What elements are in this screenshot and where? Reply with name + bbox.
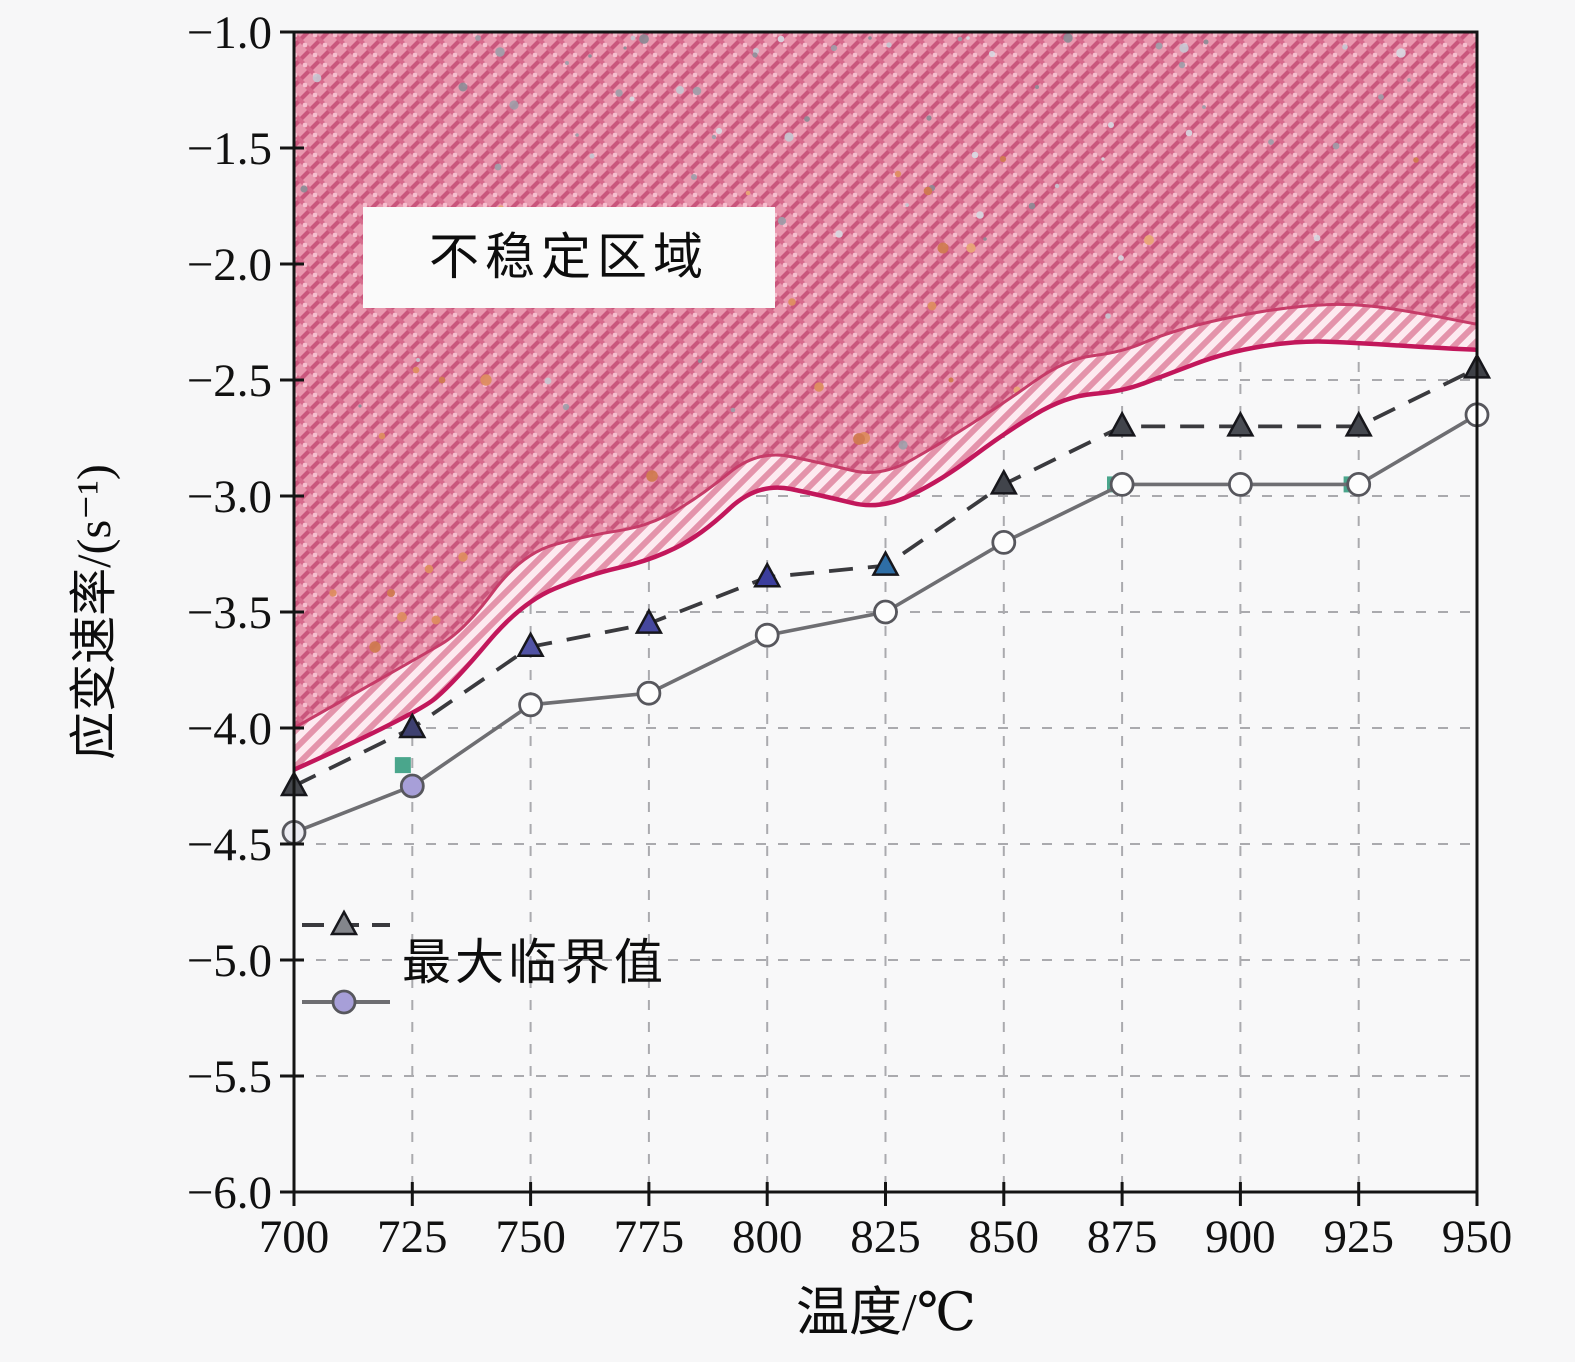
unstable-region [294, 32, 1477, 728]
circle-marker [518, 692, 543, 718]
legend [302, 909, 390, 1015]
y-tick-label: −4.5 [187, 819, 272, 871]
triangle-marker [398, 712, 427, 739]
triangle-marker [1344, 410, 1373, 437]
circle-marker [991, 530, 1017, 555]
triangle-marker [753, 561, 782, 588]
circle-marker [873, 599, 898, 625]
x-tick-label: 950 [1442, 1211, 1513, 1263]
y-tick-label: −3.5 [187, 587, 272, 639]
y-tick-label: −6.0 [187, 1167, 272, 1219]
x-tick-label: 925 [1323, 1211, 1394, 1263]
x-tick-label: 900 [1205, 1211, 1276, 1263]
triangle-marker [1226, 410, 1255, 437]
x-tick-label: 825 [850, 1211, 921, 1263]
band-bottom-edge [293, 339, 1478, 772]
circle-marker [1228, 471, 1253, 497]
circle-marker [1346, 471, 1372, 497]
x-tick-label: 800 [732, 1211, 803, 1263]
triangle-marker [1107, 410, 1137, 437]
legend-triangle-marker [329, 909, 359, 936]
triangle-marker [516, 631, 545, 658]
axis-ticks [280, 30, 1479, 1206]
y-tick-label: −3.0 [187, 471, 272, 523]
triangle-marker [634, 607, 664, 634]
circle-marker [1109, 471, 1135, 497]
y-tick-label: −5.0 [187, 935, 272, 987]
y-tick-label: −1.5 [187, 123, 272, 175]
teal-square-marker [394, 757, 411, 774]
legend-circle-marker [331, 989, 357, 1015]
y-tick-label: −1.0 [187, 7, 272, 59]
triangle-marker [871, 549, 900, 576]
x-tick-label: 750 [495, 1211, 566, 1263]
circle-marker [636, 680, 662, 706]
circle-marker [399, 773, 425, 799]
x-tick-label: 775 [614, 1211, 685, 1263]
x-tick-label: 875 [1087, 1211, 1158, 1263]
x-axis-title: 温度/℃ [795, 1284, 976, 1342]
y-tick-label: −5.5 [187, 1051, 272, 1103]
unstable-region-label: 不稳定区域 [429, 229, 709, 285]
circle-marker [754, 622, 780, 648]
x-tick-label: 725 [377, 1211, 448, 1263]
x-tick-label: 700 [259, 1211, 330, 1263]
legend-label: 最大临界值 [402, 935, 668, 990]
y-tick-label: −2.5 [187, 355, 272, 407]
triangle-marker [989, 468, 1018, 495]
y-axis-title: 应变速率/(s⁻¹) [68, 464, 121, 760]
x-tick-label: 850 [969, 1211, 1040, 1263]
unstable-region-label-box: 不稳定区域 [363, 207, 775, 308]
band-top-edge [293, 302, 1478, 730]
y-tick-label: −2.0 [187, 239, 272, 291]
y-tick-label: −4.0 [187, 703, 272, 755]
